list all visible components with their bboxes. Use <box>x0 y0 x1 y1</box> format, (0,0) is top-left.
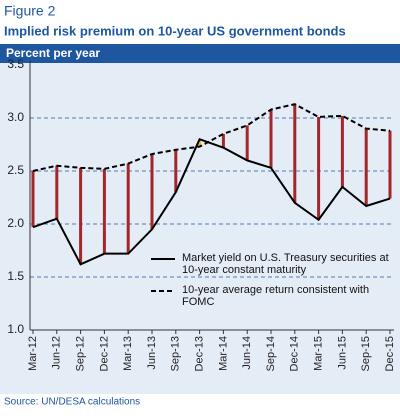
spread-bar <box>174 149 178 193</box>
spread-bar <box>102 168 106 254</box>
spread-bar <box>364 128 368 206</box>
y-tick-label: 1.0 <box>7 322 24 336</box>
x-tick-label: Jun-13 <box>146 336 158 370</box>
x-tick-label: Dec-14 <box>289 336 301 371</box>
x-tick-label: Sep-15 <box>360 336 372 371</box>
x-tick-label: Sep-14 <box>265 336 277 371</box>
x-tick-label: Mar-12 <box>27 336 39 371</box>
legend-swatch <box>151 290 175 292</box>
spread-bar <box>388 130 392 199</box>
x-tick-label: Jun-15 <box>336 336 348 370</box>
legend-label: Market yield on U.S. Treasury securities… <box>182 252 389 276</box>
x-tick-label: Mar-14 <box>217 336 229 371</box>
spread-bar <box>245 125 249 161</box>
spread-bar <box>269 109 273 168</box>
y-tick-label: 2.0 <box>7 216 24 230</box>
header-bar <box>0 44 400 63</box>
legend-swatch <box>151 258 175 260</box>
legend-item: 10-year average return consistent with F… <box>150 284 390 308</box>
legend-label: 10-year average return consistent with F… <box>182 284 370 308</box>
figure-label: Figure 2 <box>4 3 56 19</box>
x-tick-label: Dec-12 <box>98 336 110 371</box>
x-tick-label: Dec-13 <box>194 336 206 371</box>
panel <box>0 44 400 394</box>
series-line <box>32 137 391 266</box>
y-tick-label: 3.5 <box>7 57 24 71</box>
x-tick-label: Sep-13 <box>170 336 182 371</box>
y-tick-label: 2.5 <box>7 163 24 177</box>
spread-bar <box>55 165 59 219</box>
chart-title: Implied risk premium on 10-year US gover… <box>4 23 346 38</box>
spread-bar <box>221 133 225 148</box>
x-tick-label: Sep-12 <box>75 336 87 371</box>
spread-bar <box>293 104 297 203</box>
spread-bar <box>79 167 83 265</box>
spread-bar <box>150 154 154 230</box>
series-line <box>32 103 391 172</box>
spread-bar <box>317 116 321 220</box>
spread-bar <box>340 115 344 187</box>
x-tick-label: Mar-15 <box>313 336 325 371</box>
spread-bar <box>198 139 202 147</box>
x-tick-label: Jun-12 <box>51 336 63 370</box>
x-tick-label: Jun-14 <box>241 336 253 370</box>
x-tick-label: Dec-15 <box>384 336 396 371</box>
x-tick-label: Mar-13 <box>122 336 134 371</box>
legend-item: Market yield on U.S. Treasury securities… <box>150 252 390 276</box>
spread-bar <box>126 163 130 254</box>
y-tick-label: 1.5 <box>7 269 24 283</box>
legend: Market yield on U.S. Treasury securities… <box>150 252 390 316</box>
spread-bar <box>31 171 35 228</box>
source: Source: UN/DESA calculations <box>4 397 140 408</box>
chart-subtitle: Percent per year <box>6 46 100 60</box>
y-tick-label: 3.0 <box>7 110 24 124</box>
